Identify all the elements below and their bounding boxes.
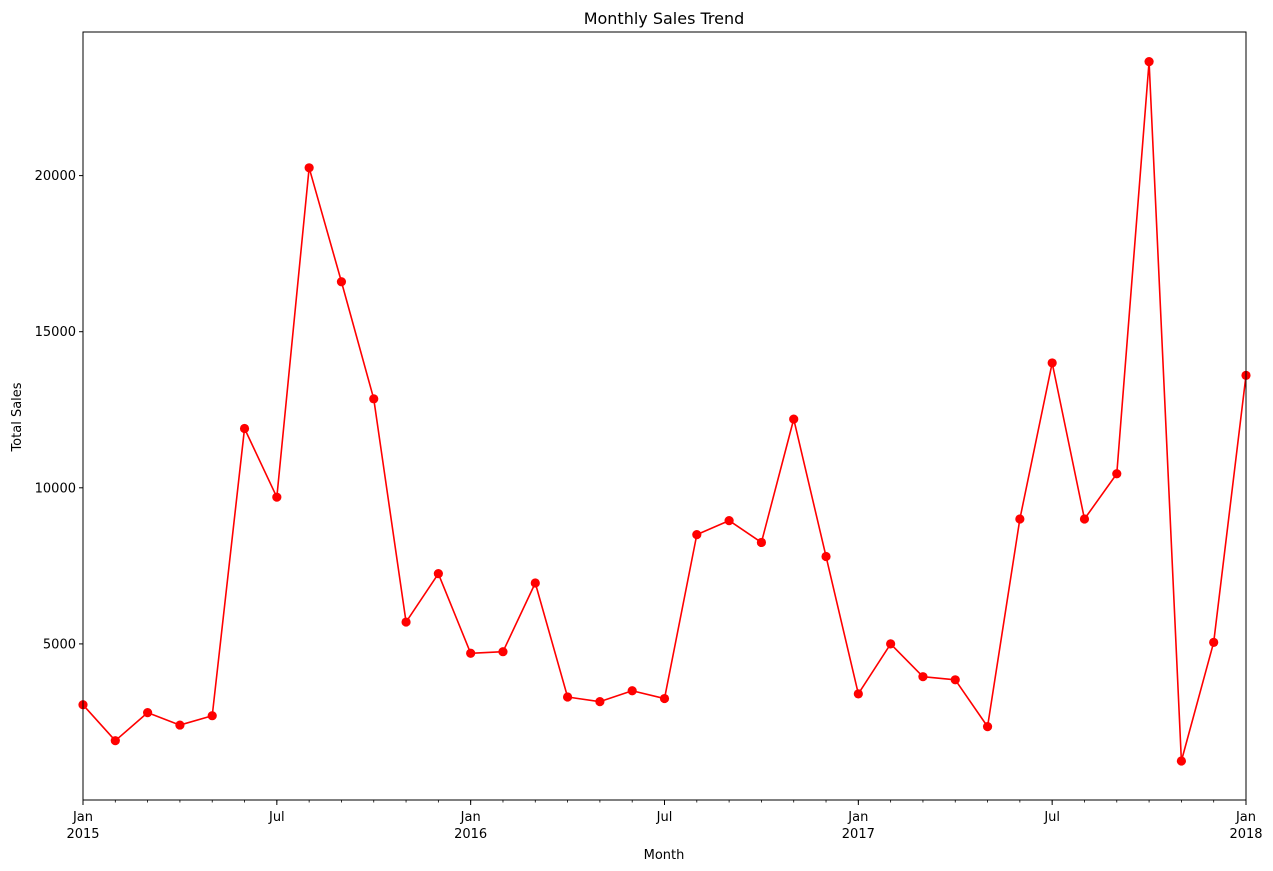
x-tick-year-label: 2016 [454, 827, 487, 842]
series-line [82, 60, 1247, 762]
data-point [207, 711, 217, 721]
data-point [659, 693, 670, 704]
data-point [756, 537, 767, 548]
y-tick-label: 10000 [35, 481, 76, 496]
x-axis-title: Month [644, 848, 685, 863]
data-point [304, 163, 314, 173]
data-point [918, 672, 928, 682]
data-point [821, 551, 831, 562]
x-tick-label: Jan [1235, 810, 1256, 825]
x-tick-year-label: 2017 [842, 827, 875, 842]
data-point [692, 530, 702, 540]
x-tick-label: Jan [72, 810, 93, 825]
data-point [401, 617, 411, 627]
data-point [595, 697, 605, 707]
data-point [530, 578, 540, 588]
data-point [627, 686, 637, 696]
data-point [1144, 57, 1154, 67]
plot-area [78, 57, 1251, 766]
x-tick-label: Jul [1043, 810, 1060, 825]
data-point [1209, 637, 1219, 647]
data-point [1047, 358, 1057, 368]
data-point [466, 648, 476, 658]
data-point [1112, 469, 1122, 479]
data-point [369, 394, 379, 404]
data-point [789, 414, 799, 424]
data-point [982, 722, 993, 732]
data-point [143, 707, 153, 718]
data-point [336, 277, 347, 287]
data-point [175, 720, 185, 730]
x-tick-year-label: 2015 [66, 827, 99, 842]
data-point [110, 736, 120, 746]
x-tick-label: Jan [847, 810, 868, 825]
data-point [498, 647, 508, 657]
x-tick-year-label: 2018 [1229, 827, 1262, 842]
data-point [1079, 514, 1090, 524]
y-tick-label: 5000 [43, 637, 76, 652]
y-tick-label: 20000 [35, 169, 76, 184]
chart-title: Monthly Sales Trend [584, 9, 745, 28]
data-point [239, 423, 250, 434]
y-axis-title: Total Sales [10, 382, 25, 452]
data-point [562, 692, 573, 702]
y-tick-label: 15000 [35, 325, 76, 340]
x-tick-label: Jul [268, 810, 285, 825]
data-point [853, 689, 863, 699]
data-point [433, 569, 443, 579]
x-tick-label: Jan [460, 810, 481, 825]
x-tick-label: Jul [656, 810, 673, 825]
data-point [724, 515, 734, 526]
data-point [1015, 514, 1025, 524]
data-point [272, 492, 282, 502]
axes-frame [82, 31, 1247, 801]
data-point [886, 639, 896, 649]
data-point [950, 675, 960, 685]
data-point [1176, 756, 1186, 766]
axes: 5000 10000 15000 20000 Jan 2015 Jul Jan 2016 Jul J… [35, 31, 1263, 842]
